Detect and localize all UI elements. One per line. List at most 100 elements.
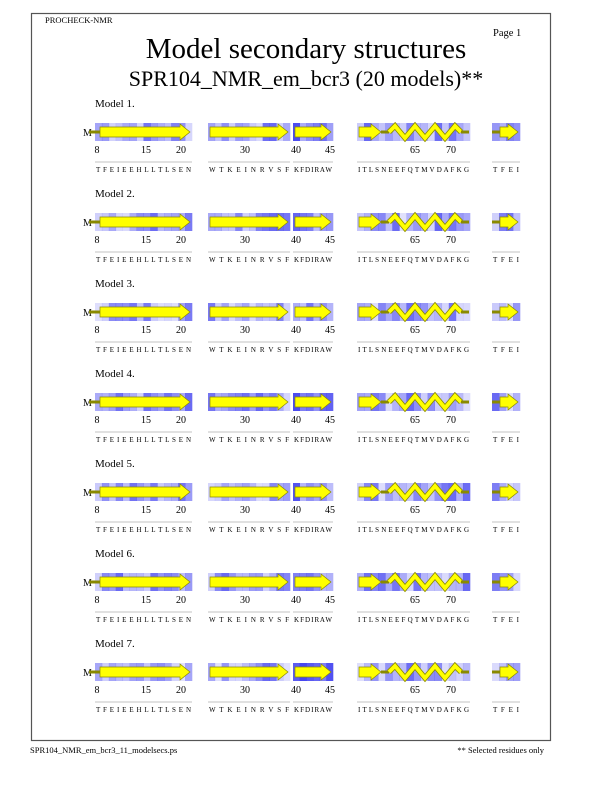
sequence-text: W T K E I N R V S F xyxy=(209,526,289,534)
model-label: Model 6. xyxy=(95,548,135,560)
strand-arrow xyxy=(294,123,332,141)
segment: T F E I xyxy=(492,663,521,714)
sequence-text: I T L S N E E F Q T M V D A F K G xyxy=(358,256,469,264)
footer-note: ** Selected residues only xyxy=(457,745,544,755)
residue-tick: 30 xyxy=(240,685,250,696)
model-row: Model 3. M8 15 20 T F E I E E H L L T L S E … xyxy=(83,278,521,354)
segment: 40 45 K F D I R A W xyxy=(291,663,335,714)
sequence-text: I T L S N E E F Q T M V D A F K G xyxy=(358,346,469,354)
segment: 65 70 I T L S N E E F Q T M V D A F K G xyxy=(357,571,471,624)
residue-tick: 30 xyxy=(240,415,250,426)
strand-arrow xyxy=(99,303,191,321)
residue-tick: 45 xyxy=(325,325,335,336)
strand-arrow xyxy=(499,663,519,681)
sequence-text: T F E I xyxy=(493,616,520,624)
helix xyxy=(387,663,463,681)
sequence-text: K F D I R A W xyxy=(294,616,332,624)
helix xyxy=(387,123,463,141)
residue-tick: 15 xyxy=(141,505,151,516)
residue-tick: 65 xyxy=(410,235,420,246)
sequence-text: I T L S N E E F Q T M V D A F K G xyxy=(358,166,469,174)
model-row: Model 6. M8 15 20 T F E I E E H L L T L S E … xyxy=(83,548,521,624)
sequence-text: T F E I xyxy=(493,526,520,534)
sequence-text: T F E I E E H L L T L S E N xyxy=(96,436,191,444)
segment: 40 45 K F D I R A W xyxy=(291,123,335,174)
residue-tick: 40 xyxy=(291,145,301,156)
sequence-text: T F E I E E H L L T L S E N xyxy=(96,256,191,264)
residue-tick: 15 xyxy=(141,325,151,336)
sequence-text: T F E I xyxy=(493,346,520,354)
helix xyxy=(387,213,463,231)
segment: 40 45 K F D I R A W xyxy=(291,303,335,354)
segment: 65 70 I T L S N E E F Q T M V D A F K G xyxy=(357,481,471,534)
sequence-text: K F D I R A W xyxy=(294,256,332,264)
residue-tick: 70 xyxy=(446,505,456,516)
strand-arrow xyxy=(294,393,332,411)
residue-tick: 70 xyxy=(446,235,456,246)
variability-cell xyxy=(392,213,400,231)
segment: 30 W T K E I N R V S F xyxy=(208,393,291,444)
sequence-text: T F E I E E H L L T L S E N xyxy=(96,616,191,624)
strand-arrow xyxy=(99,663,191,681)
sequence-text: T F E I xyxy=(493,166,520,174)
model-row: Model 4. M8 15 20 T F E I E E H L L T L S E … xyxy=(83,368,521,444)
segment: 65 70 I T L S N E E F Q T M V D A F K G xyxy=(357,661,471,714)
sequence-text: T F E I xyxy=(493,256,520,264)
variability-cell xyxy=(420,573,428,591)
segment: 30 W T K E I N R V S F xyxy=(208,213,291,264)
residue-tick: 70 xyxy=(446,325,456,336)
strand-arrow xyxy=(209,123,289,141)
model-label: Model 4. xyxy=(95,368,135,380)
residue-tick: 70 xyxy=(446,415,456,426)
strand-arrow xyxy=(209,573,289,591)
residue-tick: 20 xyxy=(176,685,186,696)
variability-cell xyxy=(441,573,450,591)
strand-arrow xyxy=(358,663,382,681)
variability-cell xyxy=(392,303,400,321)
strand-arrow xyxy=(209,303,289,321)
sequence-text: W T K E I N R V S F xyxy=(209,166,289,174)
page-border xyxy=(30,12,552,742)
chain-marker: M xyxy=(83,488,92,499)
segment: 30 W T K E I N R V S F xyxy=(208,663,291,714)
residue-tick: 30 xyxy=(240,235,250,246)
sequence-text: I T L S N E E F Q T M V D A F K G xyxy=(358,436,469,444)
sequence-text: K F D I R A W xyxy=(294,706,332,714)
sequence-text: T F E I E E H L L T L S E N xyxy=(96,166,191,174)
strand-arrow xyxy=(294,483,332,501)
residue-tick: 40 xyxy=(291,325,301,336)
residue-tick: 20 xyxy=(176,145,186,156)
segment: T F E I xyxy=(492,303,521,354)
segment: 8 15 20 T F E I E E H L L T L S E N xyxy=(89,123,193,174)
residue-tick: 70 xyxy=(446,145,456,156)
segment: T F E I xyxy=(492,123,521,174)
sequence-text: I T L S N E E F Q T M V D A F K G xyxy=(358,706,469,714)
sequence-text: W T K E I N R V S F xyxy=(209,616,289,624)
residue-tick: 45 xyxy=(325,685,335,696)
segment: T F E I xyxy=(492,573,521,624)
segment: 65 70 I T L S N E E F Q T M V D A F K G xyxy=(357,211,471,264)
variability-cell xyxy=(392,573,400,591)
segment: 65 70 I T L S N E E F Q T M V D A F K G xyxy=(357,301,471,354)
segment: 8 15 20 T F E I E E H L L T L S E N xyxy=(89,213,193,264)
footer-filename: SPR104_NMR_em_bcr3_11_modelsecs.ps xyxy=(30,745,177,755)
variability-cell xyxy=(392,393,400,411)
model-label: Model 7. xyxy=(95,638,135,650)
variability-cell xyxy=(392,123,400,141)
variability-cell xyxy=(392,663,400,681)
residue-tick: 15 xyxy=(141,145,151,156)
strand-arrow xyxy=(358,213,382,231)
residue-tick: 30 xyxy=(240,145,250,156)
residue-tick: 40 xyxy=(291,505,301,516)
chain-marker: M xyxy=(83,218,92,229)
helix xyxy=(387,393,463,411)
model-row: Model 7. M8 15 20 T F E I E E H L L T L S E … xyxy=(83,638,521,714)
strand-arrow xyxy=(99,213,191,231)
sequence-text: K F D I R A W xyxy=(294,526,332,534)
residue-tick: 40 xyxy=(291,595,301,606)
residue-tick: 8 xyxy=(95,685,100,696)
strand-arrow xyxy=(209,393,289,411)
variability-cell xyxy=(441,393,450,411)
residue-tick: 8 xyxy=(95,235,100,246)
residue-tick: 8 xyxy=(95,595,100,606)
